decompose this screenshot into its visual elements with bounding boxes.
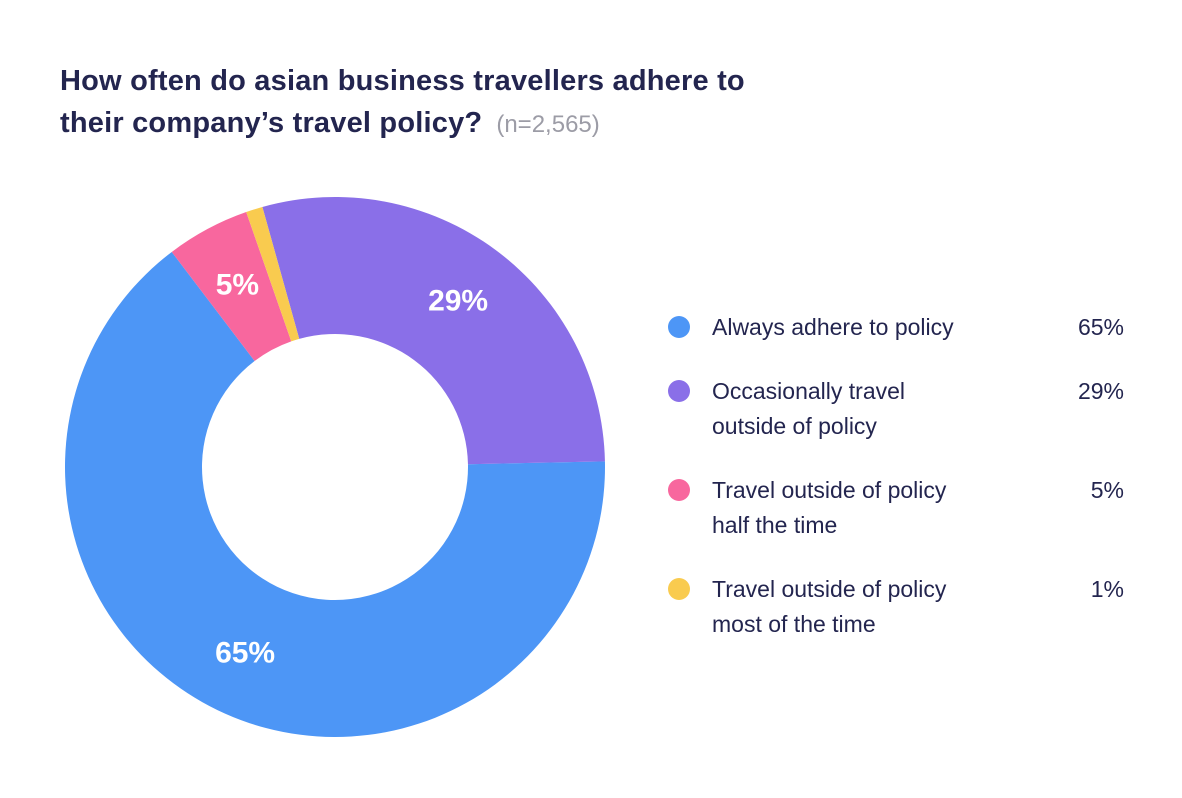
donut-segment [262,197,605,465]
legend-dot [668,479,690,501]
donut-segment [64,251,605,738]
legend-dot [668,380,690,402]
donut-segment [246,206,300,342]
legend-dot [668,316,690,338]
slice-label: 65% [215,636,275,669]
legend-value: 5% [1090,477,1124,503]
legend-value: 1% [1090,576,1124,602]
legend-label: Always adhere to policy [712,314,954,340]
legend-value: 65% [1077,314,1124,340]
slice-label: 29% [428,285,488,318]
legend-dot [668,578,690,600]
donut-segment [171,212,292,362]
legend-item: Travel outside of policy half the time 5… [668,473,1124,543]
slice-label: 5% [216,269,259,302]
legend-value: 29% [1077,378,1124,404]
legend-label: Travel outside of policy half the time [712,477,947,538]
donut-chart: 65% 29% 5% [64,197,605,738]
chart-legend: Always adhere to policy 65% Occasionally… [668,310,1124,642]
legend-label: Travel outside of policy most of the tim… [712,576,947,637]
sample-size-note: (n=2,565) [496,111,600,138]
chart-title-line2: their company’s travel policy? (n=2,565) [60,102,960,146]
legend-item: Always adhere to policy 65% [668,310,1124,345]
chart-title-line2-text: their company’s travel policy? [60,107,483,139]
legend-item: Travel outside of policy most of the tim… [668,572,1124,642]
chart-title: How often do asian business travellers a… [60,60,960,146]
legend-label: Occasionally travel outside of policy [712,378,906,439]
legend-item: Occasionally travel outside of policy 29… [668,374,1124,444]
chart-title-line1: How often do asian business travellers a… [60,65,745,97]
